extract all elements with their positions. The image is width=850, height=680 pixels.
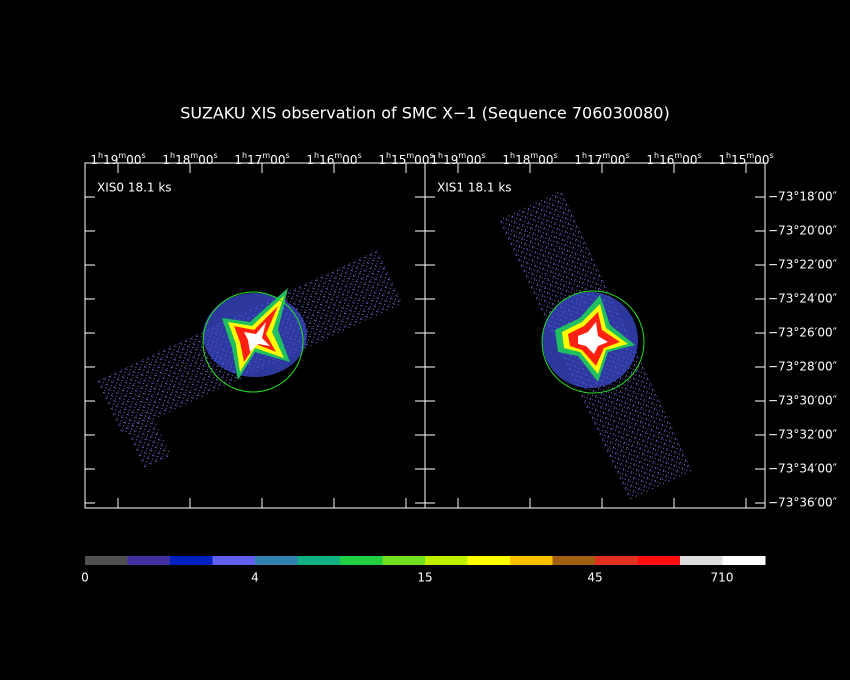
colorbar-label: 710 bbox=[711, 571, 734, 585]
dec-tick-label: −73°18′00″ bbox=[768, 190, 838, 204]
colorbar-segment bbox=[170, 556, 213, 565]
xis0-image bbox=[97, 249, 404, 469]
colorbar-label: 45 bbox=[587, 571, 602, 585]
ra-tick-label: 1h18m00s bbox=[162, 151, 217, 167]
ra-tick-label: 1h19m00s bbox=[90, 151, 145, 167]
ra-tick-label: 1h18m00s bbox=[502, 151, 557, 167]
dec-tick-label: −73°26′00″ bbox=[768, 326, 838, 340]
colorbar-segment bbox=[552, 556, 596, 565]
colorbar-segment bbox=[680, 556, 723, 565]
colorbar-segment bbox=[127, 556, 171, 565]
colorbar-segment bbox=[212, 556, 256, 565]
colorbar-segment bbox=[340, 556, 383, 565]
ra-tick-label: 1h17m00s bbox=[574, 151, 629, 167]
colorbar-segment bbox=[297, 556, 341, 565]
dec-tick-label: −73°28′00″ bbox=[768, 360, 838, 374]
dec-tick-label: −73°34′00″ bbox=[768, 462, 838, 476]
colorbar-segment bbox=[255, 556, 298, 565]
ra-tick-label: 1h15m00s bbox=[378, 151, 433, 167]
colorbar-segment bbox=[637, 556, 681, 565]
panel-label: XIS0 18.1 ks bbox=[97, 181, 172, 195]
colorbar-segment bbox=[510, 556, 553, 565]
panel-frame bbox=[424, 162, 766, 509]
colorbar-segment bbox=[425, 556, 468, 565]
colorbar-segment bbox=[467, 556, 511, 565]
ra-tick-label: 1h15m00s bbox=[718, 151, 773, 167]
colorbar-label: 15 bbox=[417, 571, 432, 585]
dec-tick-label: −73°22′00″ bbox=[768, 258, 838, 272]
colorbar-segment bbox=[382, 556, 426, 565]
colorbar-segment bbox=[85, 556, 128, 565]
ra-tick-label: 1h19m00s bbox=[430, 151, 485, 167]
dec-tick-label: −73°30′00″ bbox=[768, 394, 838, 408]
dec-tick-label: −73°32′00″ bbox=[768, 428, 838, 442]
ra-tick-label: 1h17m00s bbox=[234, 151, 289, 167]
dec-tick-label: −73°24′00″ bbox=[768, 292, 838, 306]
colorbar-segment bbox=[595, 556, 638, 565]
xis1-image bbox=[497, 189, 693, 501]
ra-tick-label: 1h16m00s bbox=[306, 151, 361, 167]
panel-label: XIS1 18.1 ks bbox=[437, 181, 512, 195]
dec-tick-label: −73°20′00″ bbox=[768, 224, 838, 238]
dec-tick-label: −73°36′00″ bbox=[768, 496, 838, 510]
colorbar-label: 0 bbox=[81, 571, 89, 585]
title: SUZAKU XIS observation of SMC X−1 (Seque… bbox=[180, 104, 669, 123]
ra-tick-label: 1h16m00s bbox=[646, 151, 701, 167]
colorbar-label: 4 bbox=[251, 571, 259, 585]
colorbar-segment bbox=[722, 556, 766, 565]
